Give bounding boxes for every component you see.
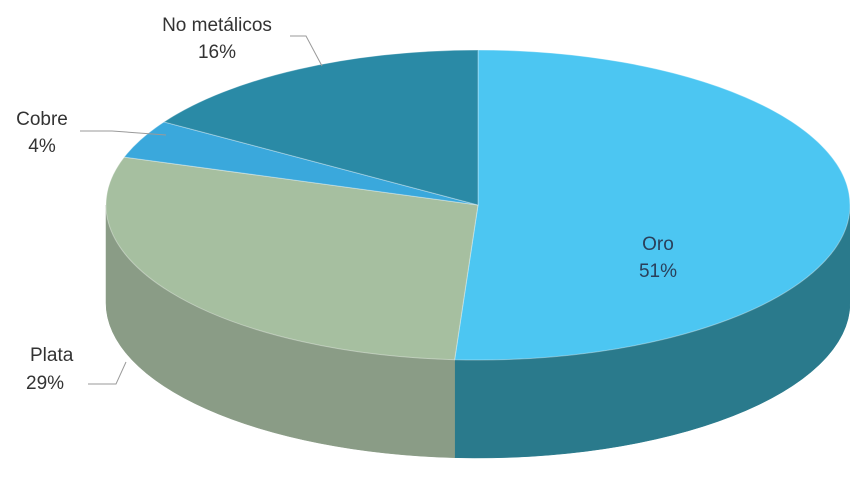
pie-slice-plata xyxy=(105,156,479,361)
pie-slice-cobre xyxy=(123,121,479,206)
label-plata-value: 29% xyxy=(26,373,64,394)
label-plata-name: Plata xyxy=(30,345,74,366)
label-nometalicos-name: No metálicos xyxy=(162,15,272,36)
leader-line-plata xyxy=(88,361,127,385)
leader-line-nometalicos xyxy=(290,35,323,67)
label-oro-name: Oro xyxy=(642,234,674,255)
leader-lines xyxy=(80,35,323,385)
label-cobre-value: 4% xyxy=(28,136,56,157)
label-nometalicos-value: 16% xyxy=(198,42,236,63)
leader-line-cobre xyxy=(80,130,167,136)
label-cobre-name: Cobre xyxy=(16,109,68,130)
pie-slice-nometalicos xyxy=(162,49,479,206)
pie-tops xyxy=(105,49,850,361)
label-oro-value: 51% xyxy=(639,261,677,282)
